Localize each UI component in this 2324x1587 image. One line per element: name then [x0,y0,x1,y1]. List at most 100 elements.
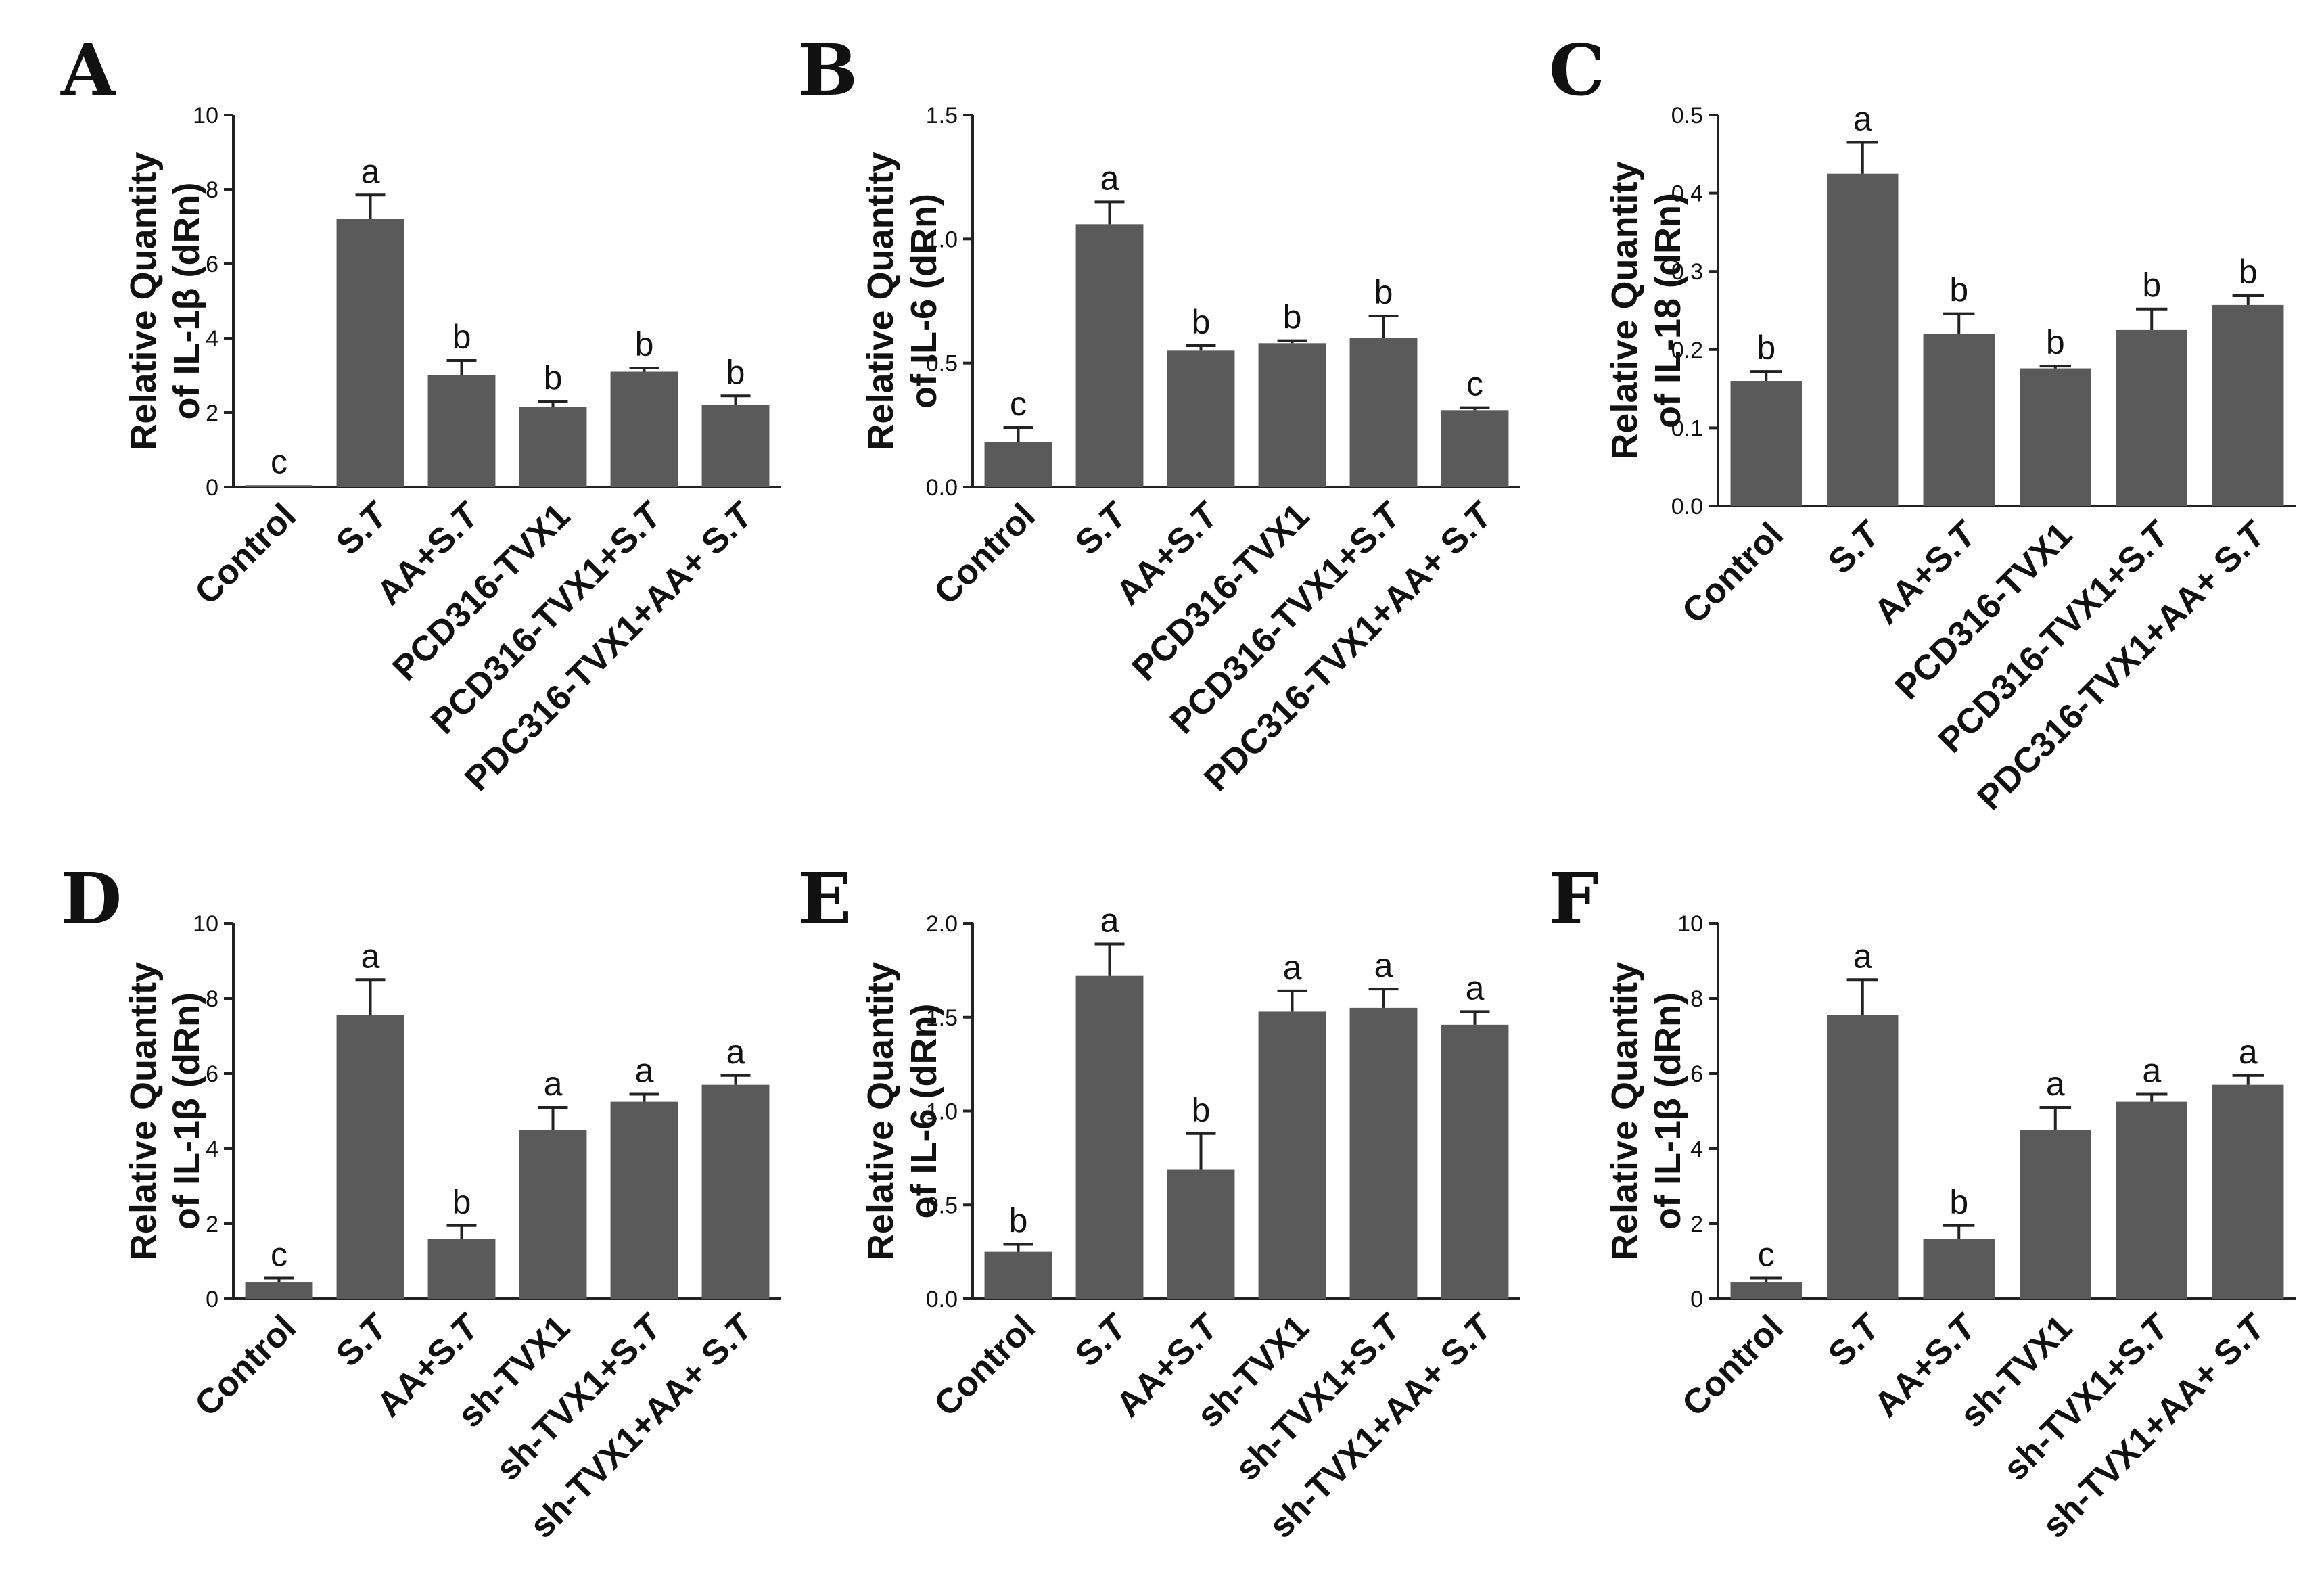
y-tick-label: 6 [206,252,218,277]
significance-letter: c [271,1235,287,1273]
category-label: S.T [1821,513,1889,581]
significance-letter: b [635,325,654,363]
bar [1075,224,1144,487]
y-axis-label-line1: Relative Quantity [860,962,901,1260]
category-label: S.T [329,1306,397,1374]
panel-letter: E [798,857,852,940]
category-label: S.T [329,494,397,562]
category-label-text: Control [927,496,1043,612]
significance-letter: b [726,353,745,391]
y-tick-label: 0.4 [1671,181,1703,207]
y-tick-label: 2 [1690,1212,1703,1237]
bar [1827,173,1899,506]
y-tick-label: 0 [206,475,218,501]
significance-letter: b [1757,329,1775,367]
y-tick-label: 8 [1690,986,1703,1012]
bar [1167,350,1235,487]
y-tick-label: 6 [1690,1061,1703,1087]
significance-letter: b [1283,298,1302,336]
significance-letter: b [2046,323,2065,361]
bar [1075,975,1144,1299]
bar [519,407,587,487]
y-tick-label: 1.5 [926,103,958,129]
y-tick-label: 0.0 [926,1287,958,1312]
significance-letter: a [361,152,380,190]
category-label: Control [187,1308,304,1424]
y-tick-label: 1.5 [926,1005,958,1031]
significance-letter: a [544,1065,563,1103]
bar [1167,1169,1235,1299]
bar [336,1015,404,1299]
y-tick-label: 8 [206,177,218,203]
bar [1441,410,1509,487]
y-axis-label-line1: Relative Quantity [123,962,164,1260]
y-tick-label: 10 [1677,911,1703,937]
significance-letter: c [271,442,287,480]
significance-letter: c [1466,365,1483,403]
bar [245,1282,313,1299]
significance-letter: b [1009,1202,1028,1240]
significance-letter: a [1283,948,1302,986]
bar [2116,329,2187,506]
significance-letter: b [452,1183,471,1221]
bar [2212,304,2284,506]
y-axis-label-line1: Relative Quantity [860,152,901,450]
y-axis-label-line2: of IL-1β (dRn) [166,992,207,1230]
bar [1730,1282,1802,1299]
y-axis-label-line2: of IL-18 (dRn) [1648,193,1688,428]
significance-letter: b [2239,253,2258,291]
category-label: Control [1675,1308,1791,1424]
y-axis-label: Relative Quantityof IL-1β (dRn) [1604,962,1688,1260]
y-axis-label-line1: Relative Quantity [1604,161,1645,459]
y-tick-label: 10 [193,103,218,129]
y-tick-label: 2.0 [926,911,958,937]
y-axis-label-line1: Relative Quantity [123,152,164,450]
bar [701,1084,770,1299]
bar [1923,334,1995,506]
category-label-text: Control [187,1308,304,1424]
category-label: Control [1675,515,1791,631]
chart-panel-c: C Relative Quantityof IL-18 (dRn) 0.0 0.1 0.… [1549,28,2296,818]
category-label-text: Control [1675,515,1791,631]
category-label-text: Control [927,1308,1043,1424]
bar [1827,1015,1899,1299]
y-axis-label: Relative Quantityof IL-18 (dRn) [1604,161,1688,459]
category-label: PCD316-TVX1 [1888,515,2080,707]
y-tick-label: 0 [1690,1287,1703,1312]
bar [2212,1084,2284,1299]
panel-letter: A [60,28,116,112]
y-tick-label: 0 [206,1287,218,1312]
significance-letter: b [1949,1183,1968,1221]
bar [427,1239,496,1299]
panel-letter: C [1549,28,1605,112]
bar [519,1130,587,1299]
y-tick-label: 4 [206,326,218,352]
y-axis-label-line2: of IL-6 (dRn) [904,1004,944,1219]
significance-letter: b [544,359,563,397]
significance-letter: b [1192,303,1211,341]
significance-letter: a [726,1033,745,1071]
bar [245,485,313,487]
bar [610,371,678,487]
y-tick-label: 1.0 [926,227,958,252]
category-label: Control [187,496,304,612]
significance-letter: c [1758,1235,1775,1273]
y-tick-label: 6 [206,1061,218,1087]
significance-letter: b [2142,267,2161,304]
y-axis-label-line2: of IL-1β (dRn) [1648,992,1688,1230]
bar [336,219,404,487]
y-axis-label: Relative Quantityof IL-1β (dRn) [123,962,207,1260]
category-label: S.T [1068,1306,1136,1374]
significance-letter: a [1853,99,1872,137]
bar [984,1251,1052,1299]
bar [610,1101,678,1299]
significance-letter: a [1374,946,1393,984]
y-axis-label: Relative Quantityof IL-6 (dRn) [860,152,944,450]
panel-letter: B [798,28,858,112]
y-tick-label: 0.1 [1671,415,1703,441]
